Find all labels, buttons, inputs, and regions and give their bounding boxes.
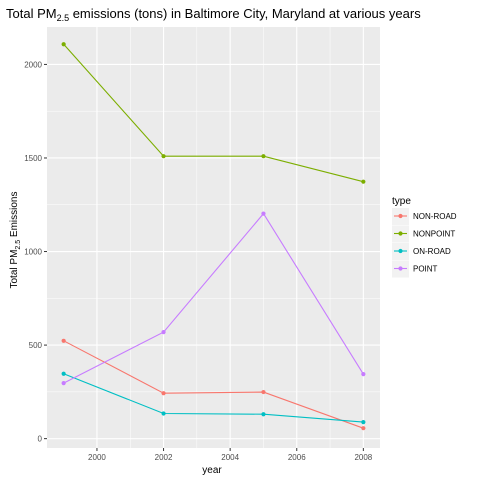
data-point-on-road bbox=[261, 412, 266, 417]
data-point-point bbox=[361, 371, 366, 377]
y-axis-title-prefix: Total PM bbox=[9, 250, 20, 289]
y-axis-title-suffix: Emissions bbox=[9, 192, 20, 240]
data-point-nonpoint bbox=[261, 154, 266, 159]
y-axis-title: Total PM2.5 Emissions bbox=[9, 192, 22, 289]
data-point-on-road bbox=[161, 411, 166, 416]
y-axis-title-subscript: 2.5 bbox=[15, 240, 22, 250]
data-point-non-road bbox=[161, 391, 166, 396]
plot-panel bbox=[47, 27, 380, 448]
y-tick-label: 1000 bbox=[24, 248, 42, 257]
chart-title-suffix: emissions (tons) in Baltimore City, Mary… bbox=[69, 6, 421, 21]
legend-label-non-road: NON-ROAD bbox=[413, 212, 457, 221]
axes: 2000 2002 2004 2006 2008 0 500 1000 1500 2000 bbox=[24, 60, 373, 462]
data-point-on-road bbox=[61, 371, 66, 376]
series-line-on-road bbox=[63, 373, 364, 423]
legend-label-point: POINT bbox=[413, 265, 438, 274]
panel-background bbox=[47, 27, 380, 448]
legend-point-point bbox=[398, 266, 403, 271]
legend-point-on-road bbox=[398, 248, 403, 254]
y-tick-label: 1500 bbox=[24, 154, 42, 163]
x-tick-label: 2006 bbox=[288, 453, 306, 462]
legend-label-nonpoint: NONPOINT bbox=[413, 230, 455, 239]
x-tick-label: 2000 bbox=[88, 453, 106, 462]
plot-marks bbox=[61, 42, 366, 431]
series-line-non-road bbox=[63, 340, 364, 429]
legend-point-non-road bbox=[398, 213, 403, 219]
legend-point-nonpoint bbox=[398, 231, 403, 236]
x-tick-label: 2002 bbox=[155, 453, 173, 462]
data-point-point bbox=[261, 211, 266, 216]
data-point-non-road bbox=[361, 426, 366, 431]
series-line-nonpoint bbox=[63, 43, 364, 183]
data-point-non-road bbox=[61, 338, 66, 343]
data-point-nonpoint bbox=[161, 154, 166, 159]
data-point-nonpoint bbox=[361, 179, 366, 184]
legend: type NON-ROAD NONPOINT ON-ROAD POINT bbox=[392, 196, 457, 278]
series-line-point bbox=[63, 212, 364, 384]
chart-title-subscript: 2.5 bbox=[57, 13, 70, 23]
x-axis-title: year bbox=[202, 465, 222, 476]
x-tick-label: 2004 bbox=[221, 453, 239, 462]
data-point-on-road bbox=[361, 420, 366, 425]
chart-title: Total PM2.5 emissions (tons) in Baltimor… bbox=[6, 6, 421, 23]
y-tick-label: 0 bbox=[38, 435, 43, 444]
data-point-point bbox=[61, 381, 66, 386]
legend-label-on-road: ON-ROAD bbox=[413, 247, 451, 256]
y-tick-label: 500 bbox=[29, 341, 43, 350]
legend-title: type bbox=[392, 196, 411, 207]
data-point-non-road bbox=[261, 389, 266, 395]
x-tick-label: 2008 bbox=[354, 453, 372, 462]
y-tick-label: 2000 bbox=[24, 60, 42, 69]
data-point-nonpoint bbox=[61, 42, 66, 47]
chart-title-prefix: Total PM bbox=[6, 6, 57, 21]
data-point-point bbox=[161, 330, 166, 335]
